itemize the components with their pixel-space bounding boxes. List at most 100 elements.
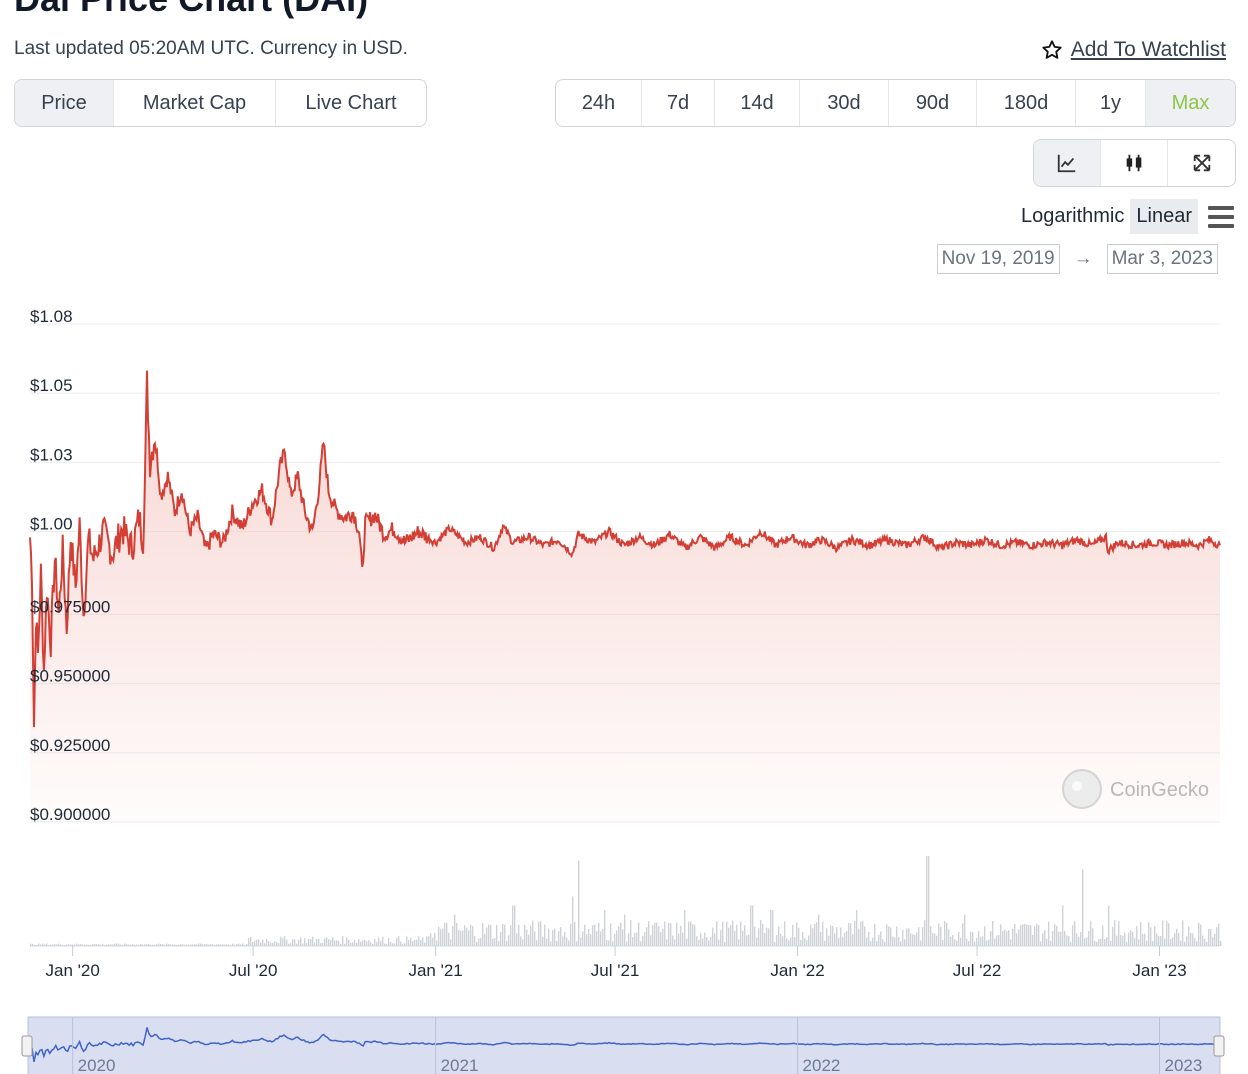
volume-bar <box>1130 929 1132 946</box>
volume-bar <box>60 944 62 946</box>
navigator[interactable]: 2020 2021 2022 2023 <box>21 1016 1225 1074</box>
navigator-line <box>29 1027 1220 1062</box>
volume-bar <box>342 936 344 946</box>
volume-bar <box>288 943 290 946</box>
volume-bar <box>1084 938 1086 946</box>
navigator-left-handle[interactable] <box>21 1035 33 1057</box>
volume-bar <box>682 932 684 946</box>
volume-bar <box>1008 930 1010 946</box>
volume-bar <box>726 921 728 946</box>
volume-bar <box>146 944 148 946</box>
volume-bar <box>712 927 714 946</box>
volume-bar <box>650 935 652 946</box>
logarithmic-option[interactable]: Logarithmic <box>1021 205 1125 227</box>
volume-bar <box>642 936 644 946</box>
volume-bar <box>104 944 106 946</box>
volume-bar <box>62 944 64 946</box>
volume-bar <box>914 934 916 946</box>
volume-bar <box>930 926 932 946</box>
volume-bar <box>1160 936 1162 946</box>
volume-bar <box>840 927 842 946</box>
volume-bar <box>688 921 690 946</box>
navigator-right-handle[interactable] <box>1213 1035 1225 1057</box>
volume-bar <box>504 924 506 946</box>
volume-bar <box>110 944 112 946</box>
volume-bar <box>424 942 426 946</box>
volume-bar <box>550 941 552 946</box>
volume-bar <box>1044 930 1046 946</box>
volume-bar <box>872 937 874 946</box>
volume-bar <box>768 928 770 946</box>
tab-price[interactable]: Price <box>15 80 114 126</box>
candlestick-button[interactable] <box>1101 140 1168 186</box>
volume-bar <box>876 941 878 946</box>
range-7d-button[interactable]: 7d <box>642 80 715 126</box>
volume-bar <box>1212 937 1214 946</box>
volume-bar <box>234 944 236 946</box>
volume-bar <box>170 944 172 946</box>
line-chart-button[interactable] <box>1034 140 1101 186</box>
navigator-tick-label: 2021 <box>441 1056 479 1074</box>
volume-bar <box>864 926 866 946</box>
volume-bar <box>184 944 186 946</box>
volume-bar <box>920 940 922 946</box>
volume-bar <box>1106 937 1108 946</box>
volume-bar <box>210 944 212 946</box>
volume-bar <box>680 925 682 946</box>
date-to-input[interactable]: Mar 3, 2023 <box>1106 244 1218 274</box>
volume-bar <box>750 905 752 946</box>
volume-bar <box>572 896 574 946</box>
volume-bar <box>434 932 436 946</box>
volume-bar <box>106 944 108 946</box>
volume-bar <box>284 936 286 946</box>
volume-bar <box>568 940 570 946</box>
volume-bar <box>50 944 52 946</box>
range-90d-button[interactable]: 90d <box>889 80 977 126</box>
volume-bar <box>922 927 924 946</box>
volume-bar <box>472 925 474 946</box>
range-1y-button[interactable]: 1y <box>1076 80 1146 126</box>
expand-icon <box>1193 154 1210 172</box>
volume-bar <box>602 929 604 946</box>
volume-bar <box>960 937 962 946</box>
range-180d-button[interactable]: 180d <box>977 80 1076 126</box>
hamburger-menu-icon[interactable] <box>1208 205 1234 228</box>
volume-bar <box>736 924 738 946</box>
tab-live-chart[interactable]: Live Chart <box>305 91 397 114</box>
volume-bar <box>502 923 504 946</box>
range-max-button[interactable]: Max <box>1146 80 1235 126</box>
volume-bar <box>1062 905 1064 946</box>
volume-bar <box>490 924 492 946</box>
volume-bar <box>432 937 434 946</box>
volume-bar <box>154 944 156 946</box>
fullscreen-button[interactable] <box>1168 140 1235 186</box>
volume-bar <box>798 927 800 946</box>
volume-bar <box>1220 940 1222 946</box>
volume-bars <box>30 856 1222 947</box>
volume-bar <box>286 939 288 946</box>
volume-bar <box>1030 925 1032 946</box>
volume-bar <box>230 944 232 946</box>
date-from-input[interactable]: Nov 19, 2019 <box>936 244 1060 274</box>
volume-bar <box>524 924 526 946</box>
add-to-watchlist-button[interactable]: Add To Watchlist <box>1041 38 1226 62</box>
volume-bar <box>152 944 154 946</box>
volume-bar <box>740 921 742 946</box>
volume-bar <box>82 944 84 946</box>
volume-bar <box>330 940 332 946</box>
volume-bar <box>926 856 928 946</box>
linear-option[interactable]: Linear <box>1130 199 1198 234</box>
volume-bar <box>622 929 624 946</box>
range-24h-button[interactable]: 24h <box>556 80 642 126</box>
volume-bar <box>990 930 992 946</box>
volume-bar <box>42 943 44 946</box>
volume-bar <box>598 922 600 946</box>
volume-bar <box>732 920 734 946</box>
volume-bar <box>780 933 782 946</box>
range-30d-button[interactable]: 30d <box>800 80 889 126</box>
volume-bar <box>212 944 214 946</box>
tab-market-cap[interactable]: Market Cap <box>114 80 276 126</box>
range-14d-button[interactable]: 14d <box>715 80 800 126</box>
volume-bar <box>924 920 926 946</box>
volume-bar <box>886 924 888 946</box>
